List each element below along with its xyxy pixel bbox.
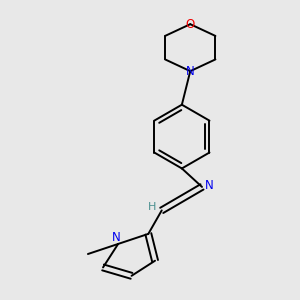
Text: O: O [186, 18, 195, 31]
Text: N: N [186, 65, 195, 78]
Text: N: N [112, 231, 121, 244]
Text: H: H [148, 202, 157, 212]
Text: N: N [205, 179, 214, 192]
